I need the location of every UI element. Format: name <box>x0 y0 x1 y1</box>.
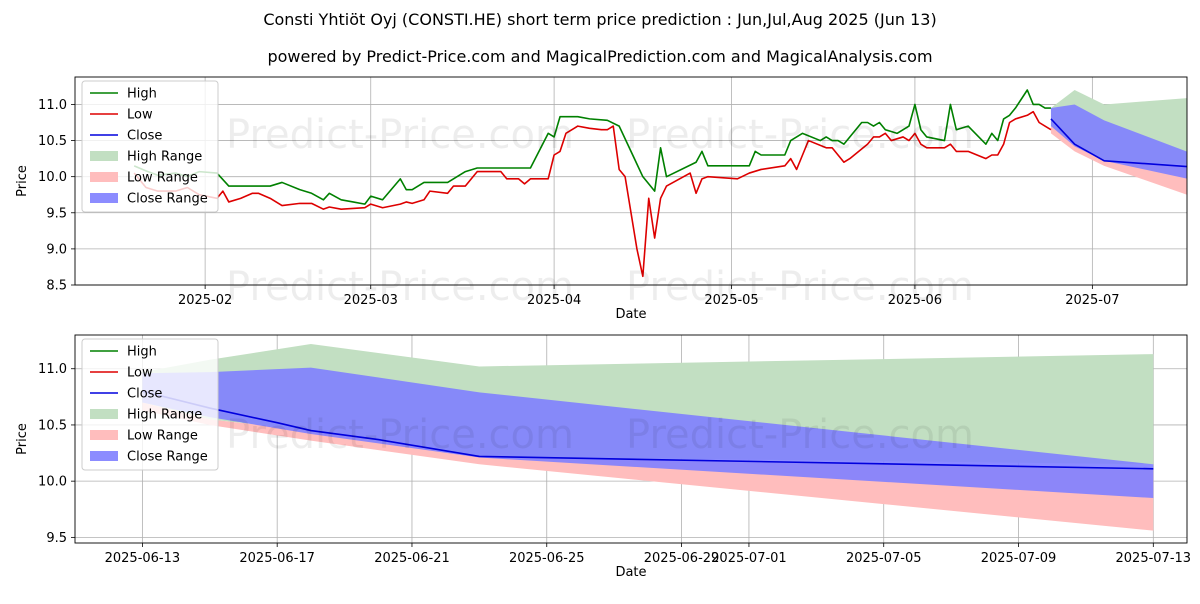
x-tick-label: 2025-06-25 <box>509 551 585 566</box>
low-range-band <box>1050 126 1187 195</box>
legend-label-close: Close <box>127 387 162 402</box>
y-tick-label: 9.5 <box>46 531 67 546</box>
legend: High Low Close High Range Low Range Close Ran… <box>81 80 219 213</box>
x-tick-label: 2025-07-05 <box>846 551 922 566</box>
x-tick-label: 2025-03 <box>344 293 398 308</box>
x-tick-label: 2025-07-09 <box>981 551 1057 566</box>
plot-area <box>133 89 1187 278</box>
legend-label-low-range: Low Range <box>127 171 198 186</box>
axes-frame <box>74 334 1188 544</box>
close-series-line <box>1050 118 1187 168</box>
y-tick-label: 11.0 <box>38 362 67 377</box>
legend-label-low: Low <box>127 108 153 123</box>
legend-swatch-low-range <box>90 430 118 440</box>
watermark-text: Predict-Price.com <box>226 412 574 458</box>
x-tick-label: 2025-06-21 <box>374 551 450 566</box>
watermark-text: Predict-Price.com <box>226 264 574 310</box>
x-tick-label: 2025-07 <box>1065 293 1119 308</box>
x-axis-label: Date <box>615 307 646 322</box>
y-axis-label: Price <box>15 165 30 197</box>
legend-swatch-high-range <box>90 151 118 161</box>
close-range-band <box>142 367 1154 499</box>
axes-frame <box>74 76 1188 286</box>
y-tick-label: 10.5 <box>38 134 67 149</box>
y-tick-label: 9.5 <box>46 206 67 221</box>
legend-label-high-range: High Range <box>127 150 202 165</box>
x-tick-label: 2025-02 <box>178 293 232 308</box>
x-tick-label: 2025-07-13 <box>1116 551 1192 566</box>
legend-swatch-low-range <box>90 172 118 182</box>
y-tick-label: 10.0 <box>38 170 67 185</box>
x-tick-label: 2025-06-17 <box>239 551 315 566</box>
x-tick-label: 2025-07-01 <box>711 551 787 566</box>
legend-swatch-close-range <box>90 451 118 461</box>
y-axis-label: Price <box>15 423 30 455</box>
legend-label-close-range: Close Range <box>127 192 208 207</box>
watermark-text: Predict-Price.com <box>226 112 574 158</box>
watermark-text: Predict-Price.com <box>626 412 974 458</box>
y-tick-label: 8.5 <box>46 279 67 294</box>
watermark-text: Predict-Price.com <box>626 112 974 158</box>
legend-label-low: Low <box>127 366 153 381</box>
legend: High Low Close High Range Low Range Close Ran… <box>81 338 219 471</box>
y-tick-label: 11.0 <box>38 98 67 113</box>
x-tick-label: 2025-06 <box>888 293 942 308</box>
legend-label-low-range: Low Range <box>127 429 198 444</box>
chart-title: Consti Yhtiöt Oyj (CONSTI.HE) short term… <box>263 10 936 29</box>
y-tick-label: 10.5 <box>38 418 67 433</box>
x-tick-label: 2025-05 <box>704 293 758 308</box>
chart-subtitle: powered by Predict-Price.com and Magical… <box>267 47 932 66</box>
x-axis-label: Date <box>615 565 646 580</box>
legend-label-close: Close <box>127 129 162 144</box>
close-range-band <box>1050 104 1187 179</box>
legend-swatch-high-range <box>90 409 118 419</box>
x-tick-label: 2025-04 <box>527 293 581 308</box>
legend-swatch-close-range <box>90 193 118 203</box>
x-tick-label: 2025-06-13 <box>105 551 181 566</box>
legend-label-high: High <box>127 87 157 102</box>
legend-label-high-range: High Range <box>127 408 202 423</box>
legend-label-high: High <box>127 345 157 360</box>
high-series-line <box>133 89 1051 205</box>
y-tick-label: 9.0 <box>46 242 67 257</box>
watermark-text: Predict-Price.com <box>626 264 974 310</box>
legend-label-close-range: Close Range <box>127 450 208 465</box>
low-series-line <box>133 110 1052 278</box>
x-tick-label: 2025-06-29 <box>644 551 720 566</box>
top-chart-panel: Predict-Price.com Predict-Price.com Predic… <box>15 76 1188 322</box>
bottom-chart-panel: Predict-Price.com Predict-Price.com 9.5 10.… <box>15 334 1192 580</box>
y-tick-label: 10.0 <box>38 475 67 490</box>
